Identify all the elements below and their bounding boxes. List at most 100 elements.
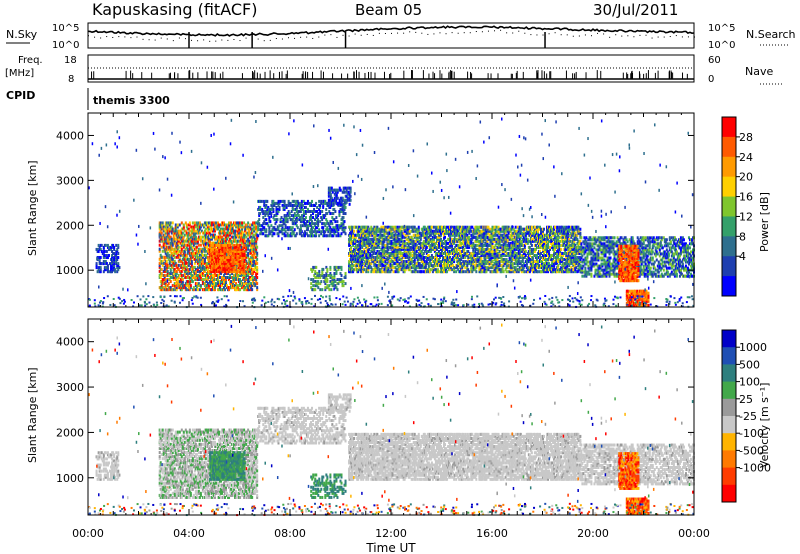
power-cell (314, 228, 317, 232)
power-cell (227, 286, 230, 290)
power-cell (300, 218, 303, 222)
power-cell (174, 237, 177, 241)
power-cell (371, 254, 374, 258)
power-cell (297, 214, 300, 218)
power-cell (212, 264, 215, 268)
power-cell (361, 266, 364, 270)
power-cell (248, 231, 251, 235)
power-cell (170, 276, 173, 280)
power-cell (219, 239, 222, 243)
power-cell (168, 278, 171, 282)
power-cell (345, 200, 348, 204)
power-cell (349, 186, 352, 190)
power-cell (329, 271, 332, 275)
power-cell (362, 256, 365, 260)
power-cell (281, 226, 284, 230)
power-cell (207, 249, 210, 253)
power-cell (264, 234, 267, 238)
power-cell (365, 235, 368, 239)
power-cell (304, 212, 307, 216)
power-cell (255, 273, 258, 277)
power-cell (370, 256, 373, 260)
power-cell (177, 263, 180, 267)
power-cell (241, 249, 244, 253)
power-cell (209, 237, 212, 241)
power-cell (204, 276, 207, 280)
power-cell (228, 231, 231, 235)
power-cell (160, 282, 163, 286)
power-cell (218, 245, 221, 249)
power-cell (227, 268, 230, 272)
power-cell (199, 267, 202, 271)
power-cell (179, 251, 182, 255)
power-cell (212, 280, 215, 284)
power-cell (363, 239, 366, 243)
power-cell (223, 278, 226, 282)
power-cell (336, 202, 339, 206)
power-cell (174, 225, 177, 229)
power-cell (213, 288, 216, 292)
power-cell (260, 230, 263, 234)
power-cell (243, 251, 246, 255)
power-cell (229, 282, 232, 286)
power-cell (159, 239, 162, 243)
power-cell (202, 269, 205, 273)
power-cell (290, 228, 293, 232)
power-cell (238, 223, 241, 227)
power-cell (214, 256, 217, 260)
power-cell (205, 263, 208, 267)
power-cell (241, 251, 244, 255)
power-cell (294, 218, 297, 222)
power-cell (322, 199, 325, 203)
power-cell (205, 243, 208, 247)
power-cell (200, 261, 203, 265)
power-cell (166, 247, 169, 251)
power-cell (237, 227, 240, 231)
power-cell (364, 225, 367, 229)
power-cell (359, 247, 362, 251)
power-cell (207, 237, 210, 241)
power-cell (204, 280, 207, 284)
cpid-label: CPID (6, 89, 35, 102)
power-cell (357, 270, 360, 274)
power-cell (319, 203, 322, 207)
power-cell (322, 214, 325, 218)
power-cell (161, 221, 164, 225)
power-cell (206, 282, 209, 286)
power-cell (279, 220, 282, 224)
power-cell (274, 201, 277, 205)
power-cell (230, 262, 233, 266)
power-cell (197, 282, 200, 286)
power-cell (238, 225, 241, 229)
power-cell (199, 247, 202, 251)
nsearch-dot (506, 32, 508, 34)
power-cell (273, 226, 276, 230)
power-cell (235, 262, 238, 266)
power-cell (317, 220, 320, 224)
power-cell (199, 237, 202, 241)
power-cell (231, 249, 234, 253)
power-cell (175, 286, 178, 290)
power-cell (224, 243, 227, 247)
power-cell (162, 255, 165, 259)
power-cell (257, 228, 260, 232)
power-cell (231, 258, 234, 262)
power-cell (184, 255, 187, 259)
power-cell (192, 251, 195, 255)
power-cell (268, 226, 271, 230)
power-cell (415, 249, 418, 253)
power-cell (190, 261, 193, 265)
power-cell (162, 286, 165, 290)
power-cell (375, 245, 378, 249)
power-cell (372, 237, 375, 241)
power-cell (373, 227, 376, 231)
power-cell (221, 284, 224, 288)
power-cell (314, 269, 317, 273)
power-cell (201, 263, 204, 267)
power-cell (244, 271, 247, 275)
power-cell (249, 276, 252, 280)
power-cell (223, 254, 226, 258)
power-cell (340, 265, 343, 269)
power-cell (322, 230, 325, 234)
